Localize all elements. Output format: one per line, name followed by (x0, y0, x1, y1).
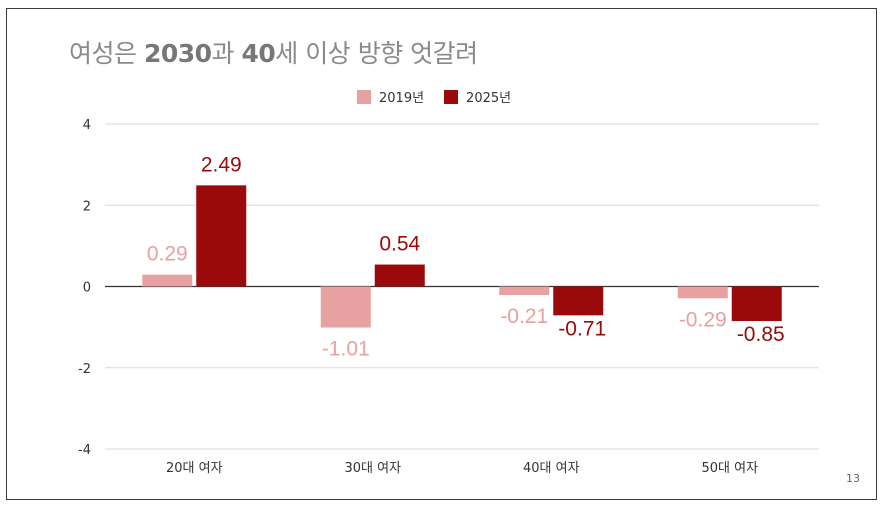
title-part: 여성은 (69, 39, 144, 68)
data-label-2019: 0.29 (147, 243, 188, 266)
bar-2019 (142, 274, 193, 287)
data-label-2019: -1.01 (322, 338, 370, 361)
legend: 2019년 2025년 (357, 87, 531, 106)
y-tick-label: 4 (83, 118, 91, 133)
bar-chart: 4 2 0 -2 -4 20대 여자 0.29 2.49 30대 여자 -1.01 0.54 40대 … (78, 118, 819, 476)
title-part: 40 (241, 39, 276, 68)
data-label-2025: -0.85 (737, 323, 785, 346)
y-tick-label: 2 (83, 199, 91, 214)
x-tick-label: 30대 여자 (344, 461, 401, 476)
title-part: 2030 (143, 39, 212, 68)
bar-2019 (320, 286, 371, 328)
x-tick-label: 20대 여자 (166, 461, 223, 476)
legend-swatch-2019 (357, 89, 371, 104)
bar-2025 (553, 286, 604, 316)
legend-label-2025: 2025년 (466, 91, 512, 106)
legend-swatch-2025 (444, 89, 459, 104)
data-label-2025: 2.49 (201, 153, 242, 176)
title-part: 세 이상 방향 엇갈려 (275, 39, 478, 68)
y-tick-label: -2 (78, 362, 91, 377)
chart-title: 여성은 2030과 40세 이상 방향 엇갈려 (69, 34, 478, 70)
data-label-2019: -0.21 (500, 305, 548, 328)
legend-item-2025: 2025년 (444, 87, 511, 106)
x-tick-label: 50대 여자 (701, 461, 758, 476)
data-label-2025: -0.71 (558, 317, 606, 340)
bar-2025 (374, 264, 425, 287)
slide: 여성은 2030과 40세 이상 방향 엇갈려 2019년 2025년 4 2 0 -… (6, 8, 877, 500)
data-label-2025: 0.54 (379, 233, 420, 256)
x-tick-label: 40대 여자 (523, 461, 580, 476)
bar-2025 (196, 185, 247, 287)
title-part: 과 (211, 39, 242, 68)
legend-item-2019: 2019년 (357, 87, 424, 106)
page-number: 13 (846, 472, 860, 485)
y-tick-label: -4 (78, 443, 91, 458)
bar-2019 (677, 286, 728, 299)
legend-label-2019: 2019년 (379, 91, 425, 106)
y-tick-label: 0 (83, 281, 91, 296)
data-label-2019: -0.29 (679, 308, 727, 331)
bar-2019 (499, 286, 550, 296)
bar-2025 (731, 286, 782, 322)
